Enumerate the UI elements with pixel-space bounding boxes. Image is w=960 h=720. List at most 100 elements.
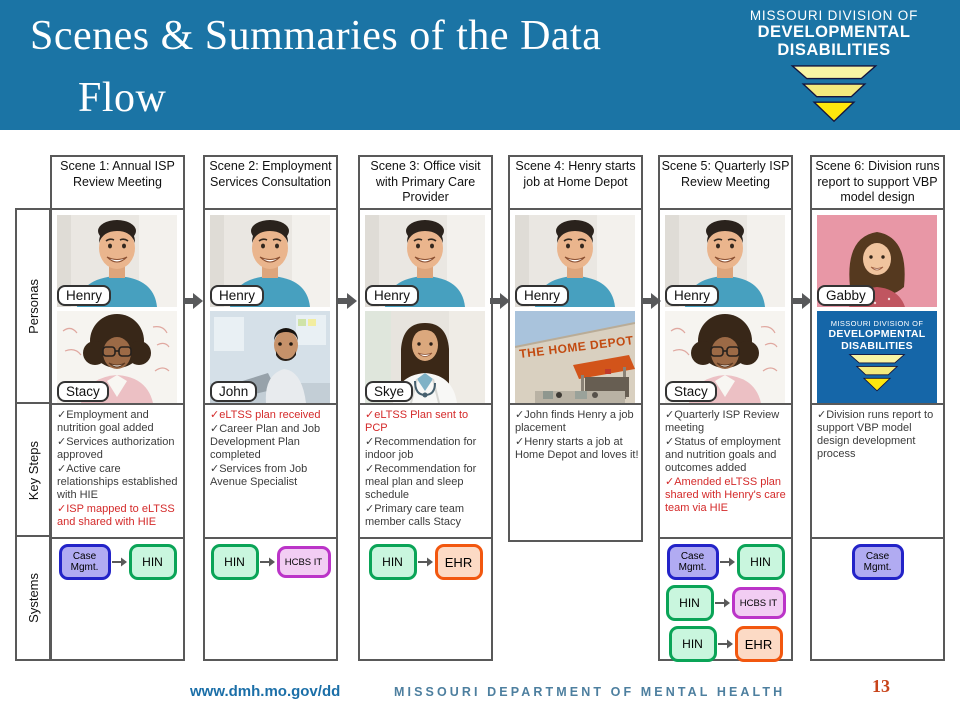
system-box-hcbs-it: HCBS IT: [731, 587, 786, 619]
system-flow-row: HIN EHR: [668, 626, 783, 662]
scene-5-body: Henry Stacy ✓Quarterly ISP Review meetin…: [658, 208, 793, 662]
key-step: ✓John finds Henry a job placement: [515, 409, 634, 434]
connector-arrow-icon: [719, 557, 735, 567]
footer-department-name: MISSOURI DEPARTMENT OF MENTAL HEALTH: [394, 685, 786, 699]
photo-henry: Henry: [665, 215, 785, 307]
persona-name-tag: Stacy: [57, 381, 109, 402]
scene-5-systems: Case Mgmt. HIN HIN HCBS IT HIN EHR: [660, 537, 791, 662]
key-step: ✓Career Plan and Job Development Plan co…: [210, 422, 321, 461]
persona-name-tag: Henry: [665, 285, 720, 306]
scene-column-5: Scene 5: Quarterly ISP Review Meeting He…: [658, 155, 793, 662]
system-box-ehr: EHR: [434, 544, 483, 580]
scene-3-title: Scene 3: Office visit with Primary Care …: [358, 155, 493, 210]
system-box-hin: HIN: [368, 544, 417, 580]
scene-4-key-steps: ✓John finds Henry a job placement ✓Henry…: [510, 403, 641, 540]
photo-skye: Skye: [365, 311, 485, 403]
scene-1-title: Scene 1: Annual ISP Review Meeting: [50, 155, 185, 210]
persona-name-tag: Stacy: [665, 381, 717, 402]
key-step: ✓Active care relationships established w…: [57, 462, 178, 501]
row-label-personas: Personas: [15, 208, 51, 405]
scene-column-6: Scene 6: Division runs report to support…: [810, 155, 945, 661]
scene-1-body: Henry Stacy ✓Employment and nutrition go…: [50, 208, 185, 661]
key-step: ✓Recommendation for meal plan and sleep …: [365, 462, 477, 501]
division-logo-line3: DISABILITIES: [777, 41, 891, 60]
flow-arrow-icon: [792, 290, 813, 317]
scene-2-systems: HIN HCBS IT: [205, 537, 336, 659]
scene-1-personas: Henry Stacy: [52, 210, 183, 403]
division-logo-panel: MISSOURI DIVISION OF DEVELOPMENTAL DISAB…: [817, 311, 937, 403]
scene-6-personas: Gabby MISSOURI DIVISION OF DEVELOPMENTAL…: [812, 210, 943, 403]
connector-arrow-icon: [717, 639, 733, 649]
slide-title-line-1: Scenes & Summaries of the Data: [30, 13, 602, 59]
connector-arrow-icon: [111, 557, 127, 567]
system-flow-row: Case Mgmt. HIN: [666, 544, 785, 580]
system-flow-row: Case Mgmt. HIN: [58, 544, 177, 580]
scene-4-body: Henry ✓John finds Henry a job placement …: [508, 208, 643, 542]
scene-column-4: Scene 4: Henry starts job at Home Depot …: [508, 155, 643, 542]
key-step: ✓Recommendation for indoor job: [365, 435, 477, 461]
connector-arrow-icon: [417, 557, 433, 567]
key-step: ✓Status of employment and nutrition goal…: [665, 435, 781, 474]
flow-arrow-icon: [490, 290, 511, 317]
system-box-hin: HIN: [668, 626, 717, 662]
system-flow-row: Case Mgmt.: [851, 544, 904, 580]
persona-name-tag: Henry: [515, 285, 570, 306]
division-logo: MISSOURI DIVISION OF DEVELOPMENTAL DISAB…: [735, 8, 933, 128]
scene-3-systems: HIN EHR: [360, 537, 491, 659]
triangle-logo-icon: [786, 65, 882, 123]
system-box-case-mgmt: Case Mgmt.: [666, 544, 719, 580]
system-box-hin: HIN: [665, 585, 714, 621]
division-logo-line1: MISSOURI DIVISION OF: [749, 8, 919, 23]
scene-5-key-steps: ✓Quarterly ISP Review meeting ✓Status of…: [660, 403, 791, 537]
flow-arrow-icon: [337, 290, 358, 317]
photo-stacy: Stacy: [57, 311, 177, 403]
photo-henry: Henry: [57, 215, 177, 307]
scene-1-key-steps: ✓Employment and nutrition goal added ✓Se…: [52, 403, 183, 537]
connector-arrow-icon: [714, 598, 730, 608]
scene-column-1: Scene 1: Annual ISP Review Meeting Henry…: [50, 155, 185, 661]
row-label-systems: Systems: [15, 535, 51, 661]
key-step: ✓Quarterly ISP Review meeting: [665, 409, 780, 434]
slide-title-line-2: Flow: [78, 75, 167, 121]
scene-6-title: Scene 6: Division runs report to support…: [810, 155, 945, 210]
key-step: ✓Primary care team member calls Stacy: [365, 502, 465, 528]
footer-url-link[interactable]: www.dmh.mo.gov/dd: [190, 683, 341, 700]
system-box-case-mgmt: Case Mgmt.: [58, 544, 111, 580]
division-logo-line3: DISABILITIES: [841, 340, 913, 353]
key-step-highlighted: ✓ISP mapped to eLTSS and shared with HIE: [57, 502, 175, 528]
flow-arrow-icon: [641, 290, 662, 317]
scene-column-2: Scene 2: Employment Services Consultatio…: [203, 155, 338, 661]
division-logo-line1: MISSOURI DIVISION OF: [830, 319, 924, 328]
system-box-ehr: EHR: [734, 626, 783, 662]
key-step: ✓Employment and nutrition goal added: [57, 409, 154, 434]
division-logo-line2: DEVELOPMENTAL: [828, 328, 926, 340]
photo-stacy: Stacy: [665, 311, 785, 403]
key-step: ✓Services from Job Avenue Specialist: [210, 462, 308, 488]
key-step-highlighted: ✓Amended eLTSS plan shared with Henry's …: [665, 475, 786, 514]
scene-6-systems: Case Mgmt.: [812, 537, 943, 659]
page-number: 13: [872, 676, 890, 696]
photo-gabby: Gabby: [817, 215, 937, 307]
photo-home-depot-store: [515, 311, 635, 403]
scene-4-personas: Henry: [510, 210, 641, 403]
photo-henry: Henry: [365, 215, 485, 307]
persona-name-tag: Skye: [365, 381, 414, 402]
flow-arrow-icon: [183, 290, 204, 317]
division-logo-line2: DEVELOPMENTAL: [757, 23, 911, 41]
scene-6-key-steps: ✓Division runs report to support VBP mod…: [812, 403, 943, 537]
triangle-logo-icon: [846, 354, 908, 392]
scene-3-personas: Henry Skye: [360, 210, 491, 403]
scene-2-personas: Henry John: [205, 210, 336, 403]
scene-2-title: Scene 2: Employment Services Consultatio…: [203, 155, 338, 210]
persona-name-tag: Henry: [57, 285, 112, 306]
key-step: ✓Division runs report to support VBP mod…: [817, 409, 934, 460]
scene-6-body: Gabby MISSOURI DIVISION OF DEVELOPMENTAL…: [810, 208, 945, 661]
photo-henry: Henry: [210, 215, 330, 307]
system-flow-row: HIN HCBS IT: [665, 585, 786, 621]
scene-5-personas: Henry Stacy: [660, 210, 791, 403]
system-box-hin: HIN: [128, 544, 177, 580]
scene-column-3: Scene 3: Office visit with Primary Care …: [358, 155, 493, 661]
persona-name-tag: Henry: [365, 285, 420, 306]
scene-3-body: Henry Skye ✓eLTSS Plan sent to PCP ✓Reco…: [358, 208, 493, 661]
